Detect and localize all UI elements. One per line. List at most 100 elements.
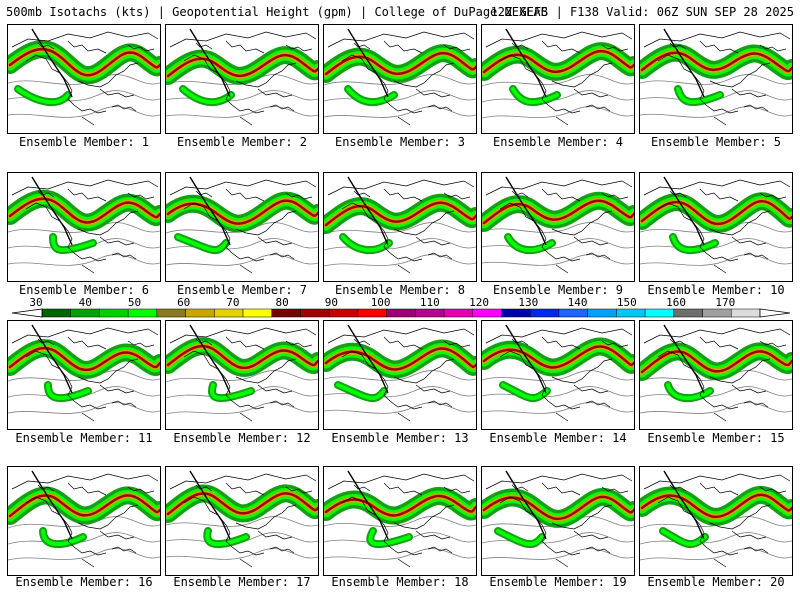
coastline	[231, 546, 265, 556]
coastline	[73, 546, 107, 556]
coastline	[389, 400, 423, 410]
ensemble-member-label: Ensemble Member: 17	[173, 575, 311, 589]
coastline	[99, 384, 135, 394]
coastline	[389, 104, 423, 114]
ensemble-member-label: Ensemble Member: 1	[18, 135, 150, 149]
height-contour	[482, 222, 634, 233]
coastline	[643, 327, 791, 344]
coastline	[269, 546, 295, 554]
height-contour	[640, 532, 792, 545]
coastline	[383, 482, 423, 496]
height-contour	[482, 238, 634, 250]
colorbar-segment	[357, 308, 387, 318]
colorbar-segment	[529, 308, 560, 318]
height-contour	[482, 370, 634, 381]
coastline	[67, 482, 107, 496]
coastline	[573, 384, 609, 394]
coastline	[669, 338, 687, 346]
coastline	[239, 116, 253, 126]
coastline	[31, 28, 73, 98]
colorbar-segment	[731, 308, 761, 318]
coastline	[485, 473, 633, 490]
coastline	[239, 264, 253, 274]
coastline	[231, 252, 265, 262]
coastline	[397, 264, 411, 274]
coastline	[743, 252, 769, 260]
ensemble-member-label: Ensemble Member: 9	[492, 283, 624, 297]
coastline	[111, 400, 137, 408]
coastline	[189, 324, 231, 394]
coastline	[699, 188, 739, 202]
colorbar-segment	[472, 308, 502, 318]
coastline	[573, 530, 609, 540]
jet-stream-band	[324, 347, 476, 371]
jet-stream-band	[482, 495, 634, 521]
coastline	[257, 384, 293, 394]
ensemble-panel-16	[7, 466, 161, 576]
height-contour	[324, 222, 476, 235]
colorbar-graphic: 30 40 50 60 70 80 90 100 110 120 130 140 150 160 170	[11, 296, 791, 318]
ensemble-member-label: Ensemble Member: 20	[647, 575, 785, 589]
height-contour	[324, 532, 476, 544]
colorbar-left-arrow	[11, 308, 43, 318]
ensemble-panel-12	[165, 320, 319, 430]
coastline	[585, 104, 611, 112]
coastline	[81, 412, 95, 422]
jet-stream-band	[51, 235, 95, 253]
coastline	[231, 104, 265, 114]
height-contour	[166, 532, 318, 544]
ensemble-member-label: Ensemble Member: 3	[334, 135, 466, 149]
ensemble-panel-10	[639, 172, 793, 282]
colorbar-tick-label: 50	[128, 296, 141, 309]
height-contour	[482, 106, 634, 119]
coastline	[485, 327, 633, 344]
ensemble-panel-13	[323, 320, 477, 430]
coastline	[99, 530, 135, 540]
coastline	[383, 188, 423, 202]
member-map	[324, 324, 476, 422]
ensemble-member-label: Ensemble Member: 4	[492, 135, 624, 149]
ensemble-panel-8	[323, 172, 477, 282]
coastline	[699, 482, 739, 496]
jet-stream-band	[166, 492, 318, 516]
ensemble-panel-11	[7, 320, 161, 430]
ensemble-panel-14	[481, 320, 635, 430]
coastline	[427, 104, 453, 112]
coastline	[169, 31, 317, 48]
coastline	[37, 42, 55, 50]
coastline	[555, 558, 569, 568]
coastline	[669, 190, 687, 198]
coastline	[699, 40, 739, 54]
coastline	[31, 176, 73, 246]
coastline	[759, 486, 787, 494]
coastline	[99, 236, 135, 246]
coastline	[235, 358, 297, 384]
colorbar-segment	[443, 308, 474, 318]
coastline	[81, 264, 95, 274]
coastline	[383, 336, 423, 350]
ensemble-member-label: Ensemble Member: 7	[176, 283, 308, 297]
coastline	[551, 210, 613, 236]
coastline	[37, 484, 55, 492]
coastline	[169, 473, 317, 490]
height-contour	[482, 386, 634, 398]
colorbar-segment	[501, 308, 531, 318]
coastline	[547, 400, 581, 410]
jet-stream-band	[482, 49, 634, 74]
ensemble-member-label: Ensemble Member: 13	[331, 431, 469, 445]
colorbar-tick-label: 100	[371, 296, 391, 309]
coastline	[669, 484, 687, 492]
colorbar-tick-label: 90	[325, 296, 338, 309]
coastline	[505, 28, 547, 98]
coastline	[11, 473, 159, 490]
coastline	[73, 104, 107, 114]
coastline	[81, 116, 95, 126]
height-contour	[324, 402, 476, 414]
height-contour	[324, 370, 476, 381]
coastline	[347, 470, 389, 540]
coastline	[743, 546, 769, 554]
coastline	[383, 40, 423, 54]
coastline	[285, 44, 313, 52]
colorbar-tick-label: 80	[276, 296, 289, 309]
coastline	[541, 40, 581, 54]
